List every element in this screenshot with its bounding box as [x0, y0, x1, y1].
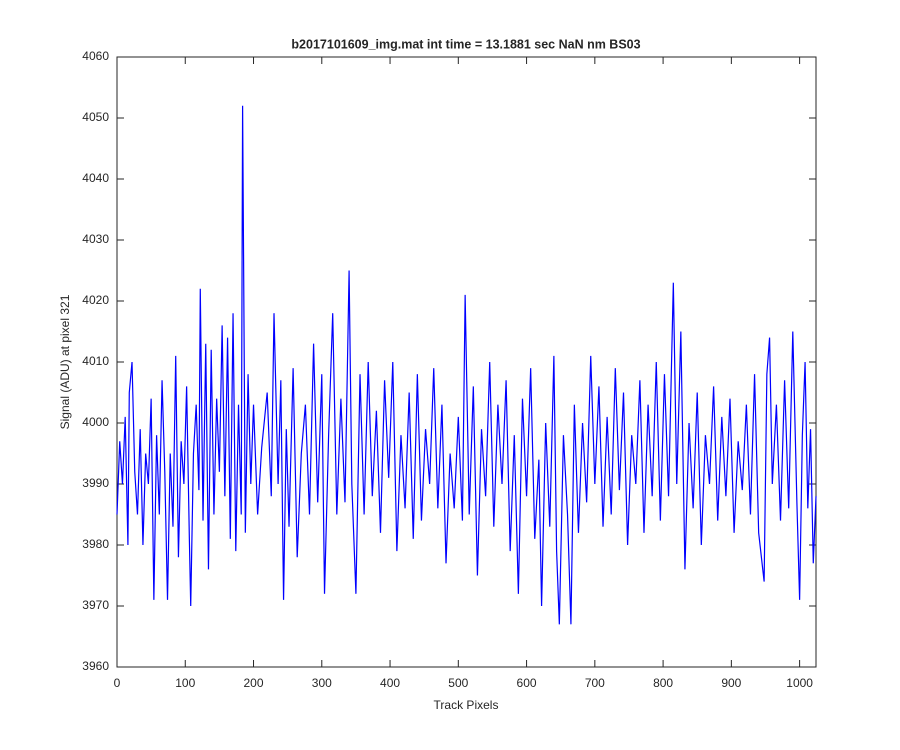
y-tick-label: 4020: [82, 293, 109, 307]
y-tick-label: 3980: [82, 537, 109, 551]
chart-title: b2017101609_img.mat int time = 13.1881 s…: [291, 37, 640, 51]
x-tick-label: 100: [175, 676, 195, 690]
x-tick-label: 700: [585, 676, 605, 690]
data-line: [116, 105, 817, 625]
x-tick-label: 300: [312, 676, 332, 690]
y-axis-label: Signal (ADU) at pixel 321: [58, 294, 72, 429]
x-tick-label: 0: [114, 676, 121, 690]
y-tick-label: 4040: [82, 171, 109, 185]
y-tick-label: 3970: [82, 598, 109, 612]
x-axis-label: Track Pixels: [434, 698, 499, 712]
y-tick-label: 4060: [82, 49, 109, 63]
x-tick-label: 1000: [786, 676, 813, 690]
y-tick-label: 3960: [82, 659, 109, 673]
y-tick-label: 4050: [82, 110, 109, 124]
y-tick-label: 3990: [82, 476, 109, 490]
x-tick-label: 600: [517, 676, 537, 690]
y-tick-label: 4010: [82, 354, 109, 368]
x-tick-label: 900: [721, 676, 741, 690]
y-tick-label: 4030: [82, 232, 109, 246]
x-tick-label: 400: [380, 676, 400, 690]
x-tick-label: 200: [244, 676, 264, 690]
x-tick-label: 500: [448, 676, 468, 690]
x-tick-label: 800: [653, 676, 673, 690]
y-tick-label: 4000: [82, 415, 109, 429]
